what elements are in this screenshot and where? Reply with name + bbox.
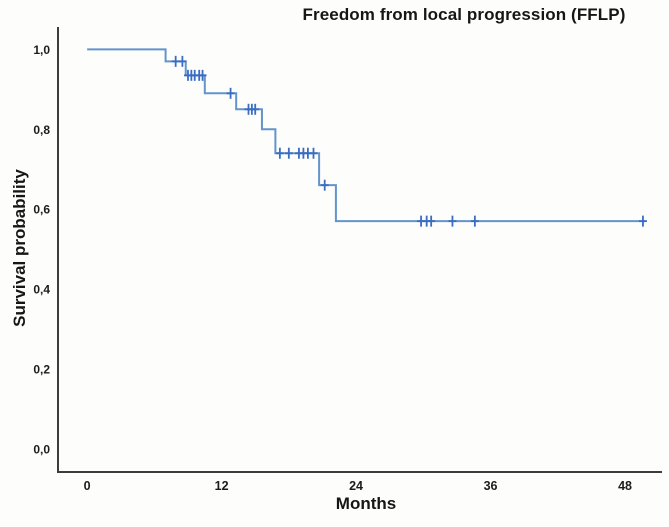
x-tick-label: 48 [618,479,632,493]
y-tick-label: 0,0 [33,442,50,456]
y-tick-label: 1,0 [33,43,50,57]
chart-title: Freedom from local progression (FFLP) [302,5,626,24]
y-tick-label: 0,6 [33,203,50,217]
y-tick-label: 0,4 [33,283,50,297]
x-tick-label: 24 [349,479,363,493]
x-tick-label: 0 [84,479,91,493]
x-axis-title: Months [335,494,397,513]
y-tick-label: 0,8 [33,123,50,137]
x-tick-label: 12 [215,479,229,493]
x-tick-label: 36 [484,479,498,493]
survival-curve [87,48,646,223]
y-tick-label: 0,2 [33,362,50,376]
